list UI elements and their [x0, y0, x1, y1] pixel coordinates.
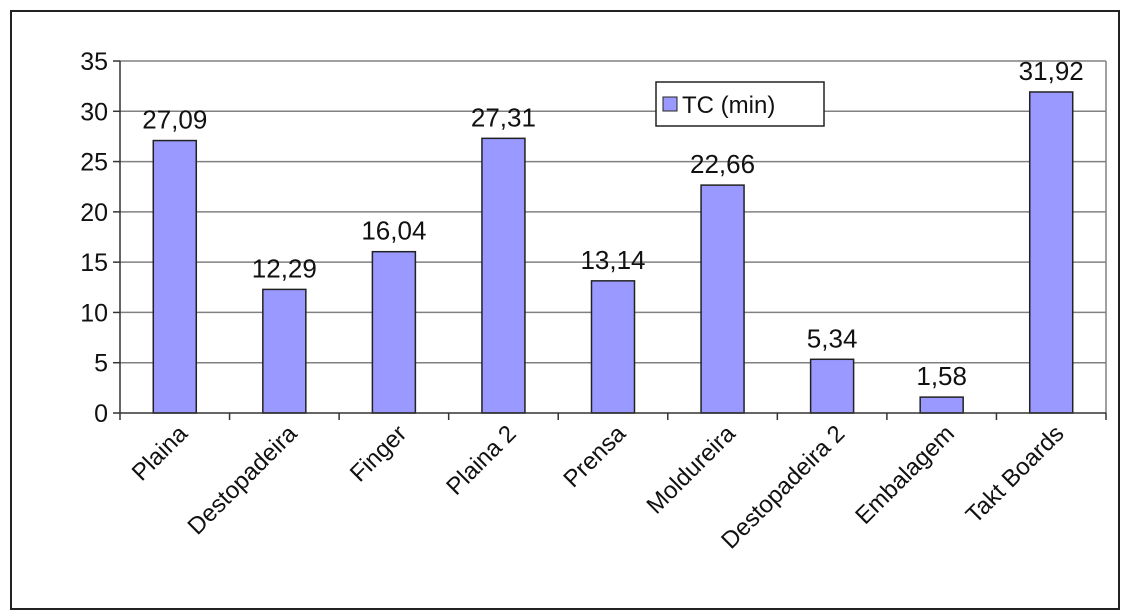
- bar: [700, 184, 745, 414]
- bar: [262, 288, 307, 414]
- bar: [1028, 91, 1074, 414]
- bar: [152, 139, 198, 414]
- data-label: 12,29: [252, 253, 317, 283]
- x-tick-label: Moldureira: [642, 420, 742, 520]
- bar: [371, 250, 417, 414]
- x-tick-label: Finger: [345, 420, 412, 487]
- data-label: 27,09: [142, 105, 207, 135]
- data-label: 5,34: [807, 323, 858, 353]
- x-tick-label: Destopadeira: [183, 420, 303, 540]
- x-tick-label: Embalagem: [850, 420, 960, 530]
- y-tick-label: 15: [80, 249, 108, 277]
- y-tick-label: 10: [80, 299, 108, 327]
- y-tick-label: 30: [80, 98, 108, 126]
- y-tick-label: 20: [80, 199, 108, 227]
- legend-box: [655, 81, 825, 127]
- data-label: 1,58: [916, 361, 967, 391]
- x-tick-label: Prensa: [558, 420, 631, 493]
- bar: [590, 280, 636, 414]
- bars: [152, 91, 1074, 414]
- x-tick-label: Plaina: [127, 420, 194, 487]
- data-label: 16,04: [361, 216, 426, 246]
- data-labels: 27,09 12,29 16,04 27,31 13,14 22,66 5,34 1,58 31…: [142, 56, 1084, 391]
- legend-label: TC (min): [682, 92, 775, 119]
- y-tick-label: 35: [80, 48, 108, 76]
- bar: [809, 358, 855, 414]
- data-label: 13,14: [580, 245, 645, 275]
- y-tick-label: 5: [94, 350, 108, 378]
- data-label: 22,66: [690, 149, 755, 179]
- x-tick-label: Plaina 2: [441, 420, 521, 500]
- legend-swatch: [662, 96, 678, 112]
- x-tick-label: Takt Boards: [961, 420, 1070, 529]
- bar: [919, 396, 964, 414]
- data-label: 31,92: [1019, 56, 1084, 86]
- bar: [481, 137, 526, 414]
- data-label: 27,31: [471, 102, 536, 132]
- y-tick-labels: 0 5 10 15 20 25 30 35: [80, 48, 108, 428]
- y-tick-label: 0: [94, 400, 108, 428]
- y-tick-label: 25: [80, 149, 108, 177]
- axes: [113, 60, 1107, 420]
- legend: TC (min): [655, 81, 825, 127]
